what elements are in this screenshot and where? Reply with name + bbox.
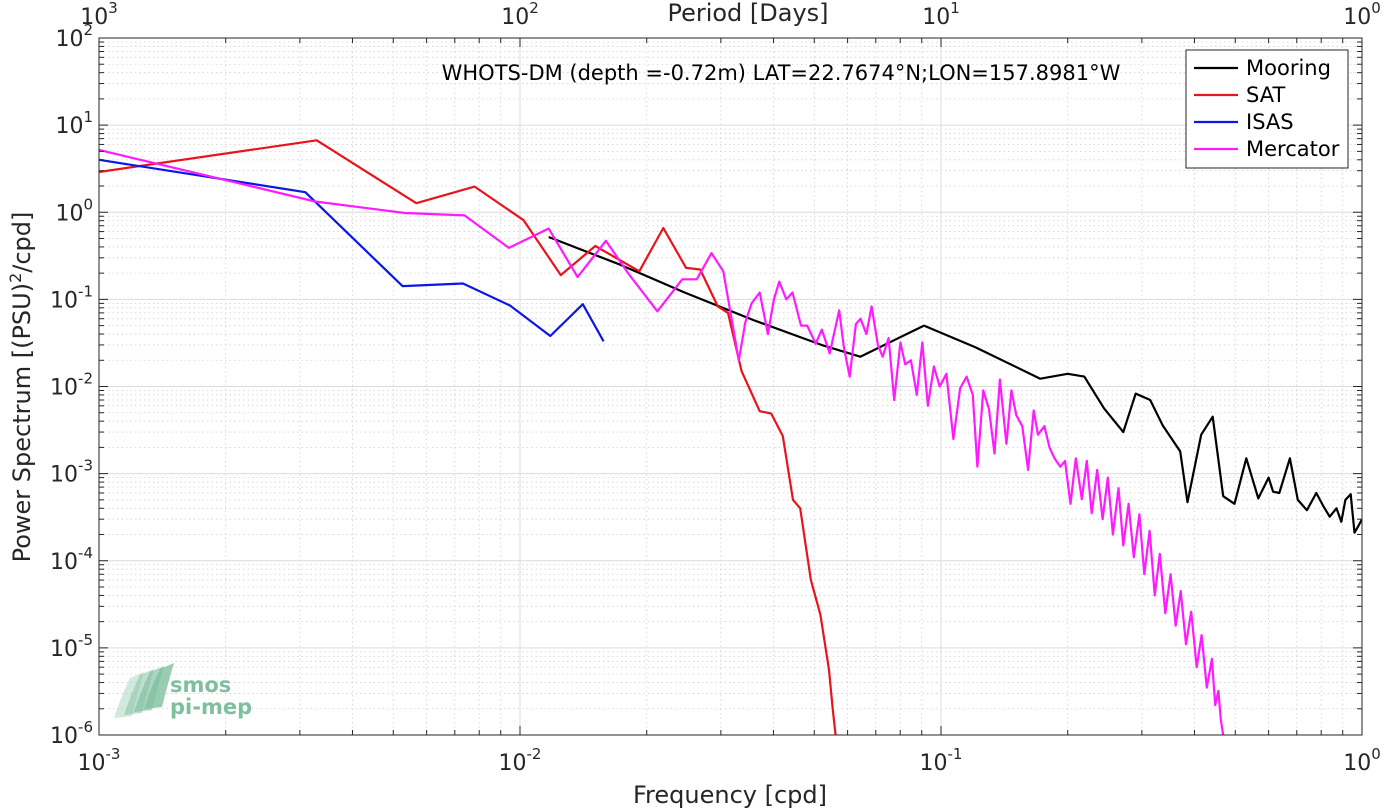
top-tick-label-base: 10 — [501, 5, 529, 30]
y-tick-label-base: 10 — [50, 376, 78, 401]
y-axis-title-tail: /cpd] — [8, 212, 36, 273]
x-tick-label-base: 10 — [1343, 751, 1371, 776]
y-tick-label-base: 10 — [50, 550, 78, 575]
top-tick-label-exponent: 2 — [529, 0, 539, 17]
legend: Mooring SAT ISAS Mercator — [1185, 49, 1349, 169]
x-tick-label-exponent: 0 — [1371, 745, 1381, 763]
x-tick-label: 10-1 — [920, 745, 963, 776]
y-tick-label-base: 10 — [50, 637, 78, 662]
y-tick-label: 10-5 — [50, 631, 93, 662]
y-axis-title-base: Power Spectrum [(PSU) — [8, 283, 36, 562]
y-tick-label-base: 10 — [55, 201, 83, 226]
top-tick-label-exponent: 0 — [1371, 0, 1381, 17]
logo-wave-shape — [144, 663, 174, 709]
top-tick-label: 103 — [80, 0, 118, 30]
x-tick-label-base: 10 — [499, 751, 527, 776]
y-tick-label-base: 10 — [55, 27, 83, 52]
x-tick-label-base: 10 — [920, 751, 948, 776]
minor-grid — [99, 38, 1362, 735]
y-tick-label-exponent: -5 — [78, 631, 93, 649]
axis-ticks — [98, 37, 1363, 736]
series-line-isas — [99, 158, 605, 342]
series-layer — [99, 139, 1362, 735]
legend-label-mooring: Mooring — [1246, 56, 1331, 80]
y-tick-label: 10-1 — [50, 282, 93, 313]
top-tick-label-base: 10 — [922, 5, 950, 30]
y-tick-label-base: 10 — [50, 463, 78, 488]
x-tick-label: 10-2 — [499, 745, 542, 776]
y-tick-label: 102 — [55, 21, 93, 52]
y-tick-label-exponent: -3 — [78, 457, 93, 475]
top-tick-label-exponent: 1 — [950, 0, 960, 17]
x-tick-label: 100 — [1343, 745, 1381, 776]
y-tick-label-exponent: -6 — [78, 718, 93, 736]
legend-label-isas: ISAS — [1246, 110, 1294, 134]
legend-label-sat: SAT — [1246, 83, 1285, 107]
x-tick-label-exponent: -3 — [106, 745, 121, 763]
y-tick-label-exponent: 0 — [83, 195, 93, 213]
y-tick-label-base: 10 — [50, 288, 78, 313]
series-line-mooring — [548, 235, 1362, 534]
x-tick-label-base: 10 — [78, 751, 106, 776]
top-tick-label: 100 — [1343, 0, 1381, 30]
y-tick-label-exponent: 1 — [83, 108, 93, 126]
top-tick-label-exponent: 3 — [108, 0, 118, 17]
y-tick-label-exponent: 2 — [83, 21, 93, 39]
y-tick-label: 10-4 — [50, 544, 93, 575]
y-tick-label-base: 10 — [55, 114, 83, 139]
top-tick-label: 102 — [501, 0, 539, 30]
y-axis-title-exponent: 2 — [6, 273, 25, 283]
y-tick-label: 10-3 — [50, 457, 93, 488]
x-tick-label: 10-3 — [78, 745, 121, 776]
series-line-mercator — [99, 148, 1225, 735]
y-tick-label-exponent: -4 — [78, 544, 93, 562]
x-tick-label-exponent: -1 — [948, 745, 963, 763]
logo-text-smos: smos — [170, 673, 231, 697]
top-axis-title: Period [Days] — [667, 0, 828, 27]
y-tick-label-exponent: -1 — [78, 282, 93, 300]
y-axis-title: Power Spectrum [(PSU)2/cpd] — [6, 212, 36, 563]
chart-annotation: WHOTS-DM (depth =-0.72m) LAT=22.7674°N;L… — [442, 61, 1121, 85]
top-tick-label-base: 10 — [1343, 5, 1371, 30]
y-tick-label: 10-6 — [50, 718, 93, 749]
x-tick-label-exponent: -2 — [527, 745, 542, 763]
logo-text-pi-mep: pi-mep — [170, 695, 252, 719]
series-line-sat — [99, 139, 837, 735]
x-axis-title: Frequency [cpd] — [633, 781, 827, 809]
y-tick-label: 100 — [55, 195, 93, 226]
top-tick-label: 101 — [922, 0, 960, 30]
top-tick-label-base: 10 — [80, 5, 108, 30]
y-tick-label: 10-2 — [50, 370, 93, 401]
y-tick-label-base: 10 — [50, 724, 78, 749]
y-tick-label: 101 — [55, 108, 93, 139]
y-tick-label-exponent: -2 — [78, 370, 93, 388]
legend-label-mercator: Mercator — [1246, 137, 1340, 161]
